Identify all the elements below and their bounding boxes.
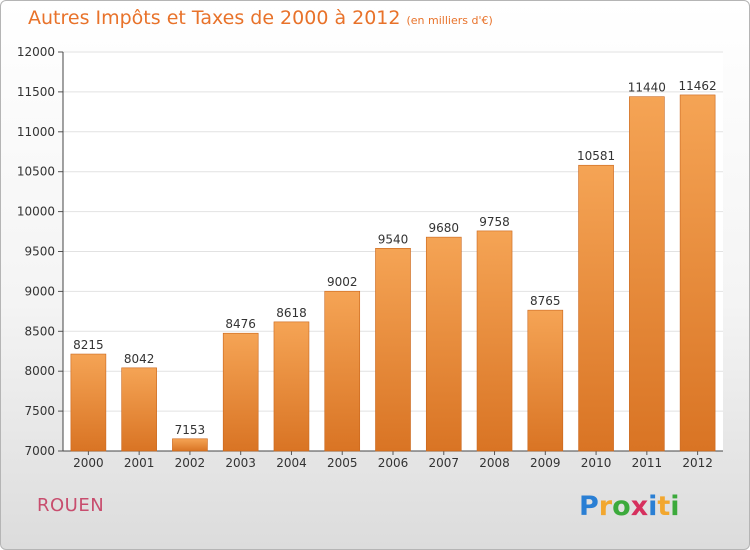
data-label: 11440 — [628, 81, 666, 95]
logo-letter: i — [648, 491, 658, 522]
data-label: 10581 — [577, 149, 615, 163]
y-tick-label: 7500 — [24, 404, 55, 418]
city-name: ROUEN — [37, 495, 105, 516]
x-tick-label: 2002 — [175, 456, 206, 470]
x-tick-label: 2011 — [632, 456, 663, 470]
data-label: 9758 — [479, 215, 510, 229]
proxiti-logo: Proxiti — [579, 491, 680, 522]
bar-2003 — [222, 332, 259, 452]
y-tick-label: 9500 — [24, 245, 55, 259]
x-tick-label: 2000 — [73, 456, 104, 470]
labels: 7000 7500 8000 8500 9000 9500 10000 10500 11000 1… — [17, 45, 717, 470]
x-tick-label: 2004 — [276, 456, 307, 470]
bar-2002 — [172, 438, 208, 452]
x-tick-label: 2005 — [327, 456, 358, 470]
x-tick-label: 2008 — [479, 456, 510, 470]
bar-2006 — [375, 248, 411, 452]
x-tick-label: 2007 — [428, 456, 459, 470]
x-tick-label: 2001 — [124, 456, 155, 470]
logo-letter: P — [579, 491, 599, 522]
bar-2007 — [425, 236, 462, 452]
y-tick-label: 11500 — [17, 85, 55, 99]
x-tick-label: 2010 — [581, 456, 612, 470]
data-label: 11462 — [679, 79, 717, 93]
x-tick-label: 2003 — [225, 456, 256, 470]
x-tick-label: 2012 — [682, 456, 713, 470]
data-label: 9680 — [428, 221, 459, 235]
y-tick-label: 7000 — [24, 444, 55, 458]
bar-2000 — [70, 353, 107, 452]
chart-subtitle: (en milliers d'€) — [406, 14, 493, 27]
bar-2005 — [324, 290, 361, 452]
data-label: 8042 — [124, 352, 155, 366]
y-tick-label: 10000 — [17, 205, 55, 219]
bar-2011 — [629, 96, 665, 452]
data-label: 8476 — [225, 317, 256, 331]
bar-2004 — [273, 321, 310, 452]
y-tick-label: 8000 — [24, 364, 55, 378]
data-label: 7153 — [175, 423, 206, 437]
data-label: 9540 — [378, 232, 409, 246]
data-label: 9002 — [327, 275, 358, 289]
y-tick-label: 12000 — [17, 45, 55, 59]
data-label: 8618 — [276, 306, 307, 320]
y-tick-label: 8500 — [24, 324, 55, 338]
bar-2009 — [527, 309, 564, 452]
bar-2001 — [121, 367, 157, 452]
logo-letter: r — [598, 491, 613, 522]
logo-letter: x — [630, 491, 649, 522]
logo-letter: i — [670, 491, 680, 522]
x-tick-label: 2009 — [530, 456, 561, 470]
logo-letter: t — [657, 491, 671, 522]
y-tick-label: 10500 — [17, 165, 55, 179]
y-tick-label: 11000 — [17, 125, 55, 139]
data-label: 8765 — [530, 294, 561, 308]
y-tick-label: 9000 — [24, 284, 55, 298]
x-tick-label: 2006 — [378, 456, 409, 470]
bars — [70, 94, 716, 452]
bar-2012 — [679, 94, 716, 452]
chart-title-text: Autres Impôts et Taxes de 2000 à 2012 — [28, 7, 401, 29]
bar-2008 — [476, 230, 513, 452]
chart-title: Autres Impôts et Taxes de 2000 à 2012 (en… — [28, 7, 493, 29]
logo-letter: o — [612, 491, 631, 522]
bar-2010 — [578, 164, 614, 452]
data-label: 8215 — [73, 338, 104, 352]
